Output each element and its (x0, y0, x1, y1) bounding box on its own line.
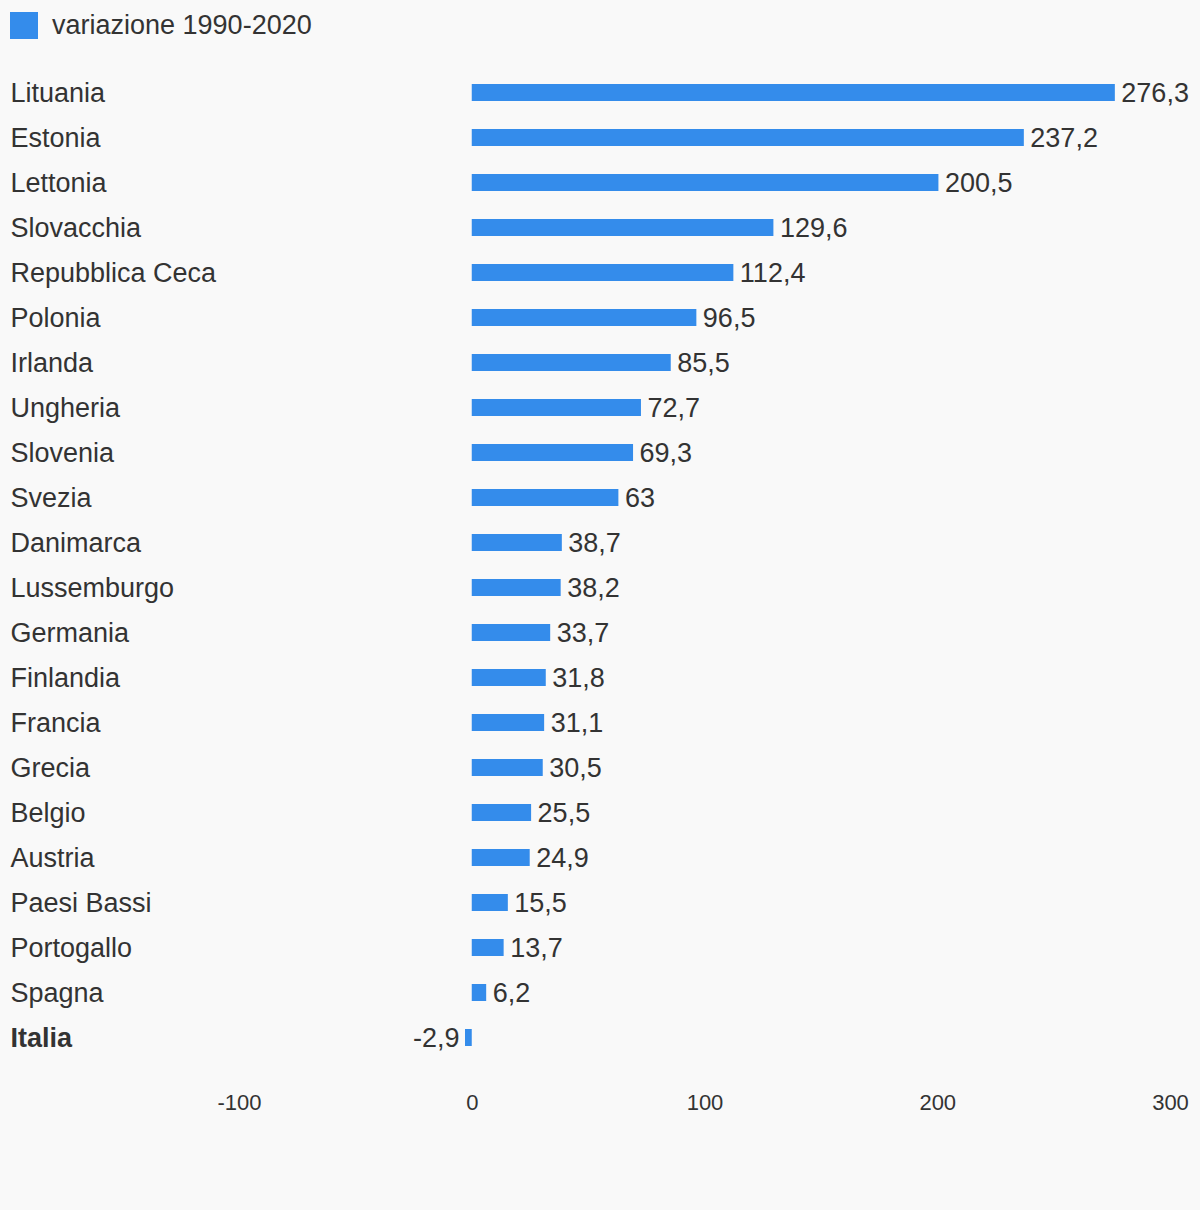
svg-text:Germania: Germania (11, 618, 131, 648)
svg-text:25,5: 25,5 (538, 798, 591, 828)
svg-text:31,1: 31,1 (551, 708, 604, 738)
svg-text:63: 63 (625, 483, 655, 513)
svg-text:Slovenia: Slovenia (11, 438, 116, 468)
svg-text:Austria: Austria (11, 843, 96, 873)
svg-text:Ungheria: Ungheria (11, 393, 122, 423)
svg-text:112,4: 112,4 (740, 258, 806, 288)
svg-text:Italia: Italia (11, 1023, 74, 1053)
svg-text:Lussemburgo: Lussemburgo (11, 573, 175, 603)
svg-text:Finlandia: Finlandia (11, 663, 122, 693)
svg-text:6,2: 6,2 (493, 978, 531, 1008)
svg-text:31,8: 31,8 (552, 663, 605, 693)
svg-text:15,5: 15,5 (514, 888, 567, 918)
svg-text:Danimarca: Danimarca (11, 528, 143, 558)
svg-text:Slovacchia: Slovacchia (11, 213, 143, 243)
svg-text:13,7: 13,7 (510, 933, 563, 963)
svg-text:Paesi Bassi: Paesi Bassi (11, 888, 152, 918)
svg-text:72,7: 72,7 (647, 393, 700, 423)
svg-text:Belgio: Belgio (11, 798, 86, 828)
svg-text:96,5: 96,5 (703, 303, 756, 333)
svg-text:85,5: 85,5 (677, 348, 730, 378)
svg-text:Francia: Francia (11, 708, 102, 738)
svg-text:237,2: 237,2 (1030, 123, 1098, 153)
svg-text:Lituania: Lituania (11, 78, 107, 108)
svg-text:Irlanda: Irlanda (11, 348, 95, 378)
svg-text:200,5: 200,5 (945, 168, 1013, 198)
svg-text:100: 100 (687, 1090, 724, 1115)
svg-text:Lettonia: Lettonia (11, 168, 108, 198)
svg-text:Grecia: Grecia (11, 753, 92, 783)
svg-text:-2,9: -2,9 (413, 1023, 460, 1053)
svg-text:0: 0 (466, 1090, 478, 1115)
svg-text:276,3: 276,3 (1121, 78, 1189, 108)
svg-text:38,7: 38,7 (568, 528, 621, 558)
svg-text:Spagna: Spagna (11, 978, 105, 1008)
svg-text:33,7: 33,7 (557, 618, 610, 648)
svg-text:Portogallo: Portogallo (11, 933, 133, 963)
svg-text:Estonia: Estonia (11, 123, 102, 153)
svg-text:30,5: 30,5 (549, 753, 602, 783)
svg-text:38,2: 38,2 (567, 573, 620, 603)
svg-text:Repubblica Ceca: Repubblica Ceca (11, 258, 218, 288)
svg-text:300: 300 (1152, 1090, 1189, 1115)
svg-text:Polonia: Polonia (11, 303, 102, 333)
svg-text:Svezia: Svezia (11, 483, 93, 513)
html-text:variazione 1990-2020: variazione 1990-2020 (52, 9, 312, 40)
svg-text:24,9: 24,9 (536, 843, 589, 873)
svg-text:-100: -100 (217, 1090, 261, 1115)
svg-text:69,3: 69,3 (640, 438, 693, 468)
svg-text:129,6: 129,6 (780, 213, 848, 243)
svg-text:200: 200 (919, 1090, 956, 1115)
